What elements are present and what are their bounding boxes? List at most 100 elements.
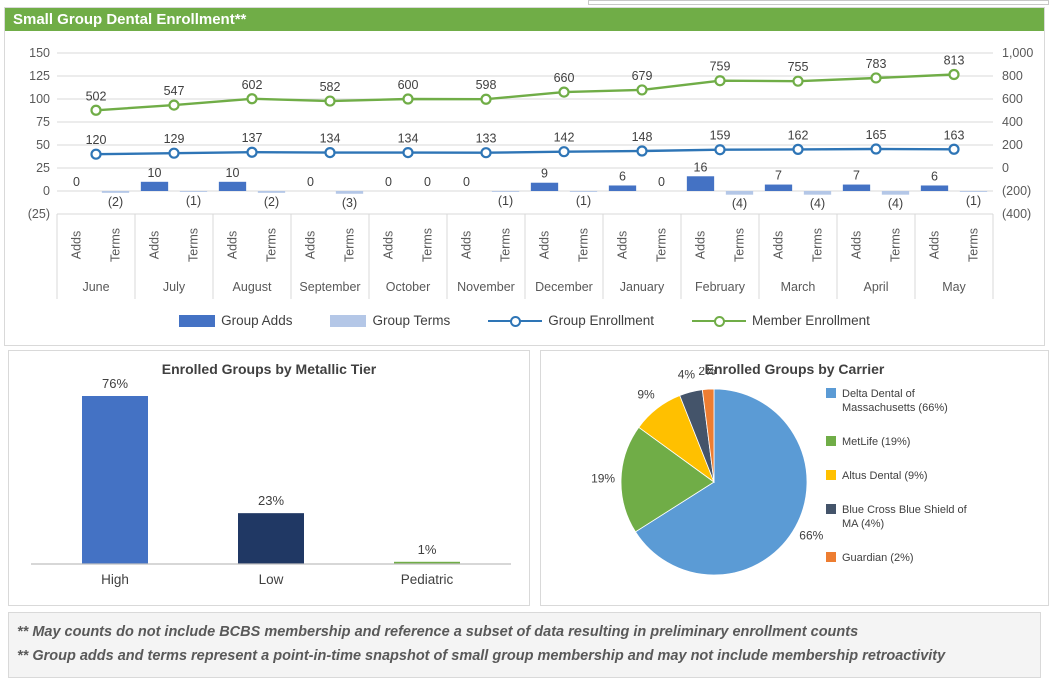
svg-text:50: 50: [36, 138, 50, 152]
svg-text:23%: 23%: [258, 493, 284, 508]
svg-text:December: December: [535, 280, 593, 294]
combo-chart-legend: Group Adds Group Terms Group Enrollment Mem…: [5, 313, 1044, 328]
legend-label: Member Enrollment: [752, 313, 870, 328]
svg-text:Adds: Adds: [772, 231, 786, 260]
carrier-legend-label: Altus Dental (9%): [842, 470, 928, 482]
marker-member-enrollment: [246, 93, 258, 105]
svg-text:Adds: Adds: [382, 231, 396, 260]
group-adds-bar: [530, 182, 559, 191]
carrier-panel: Enrolled Groups by Carrier 66% 19% 9% 4% 2% …: [540, 350, 1049, 606]
metallic-tier-bar-chart: 76% High 23% Low 1% Pediatric: [31, 376, 511, 587]
marker-group-enrollment: [948, 143, 960, 155]
carrier-legend-swatch: [826, 388, 836, 398]
svg-text:759: 759: [710, 60, 731, 74]
svg-text:0: 0: [385, 175, 392, 189]
svg-text:Terms: Terms: [811, 228, 825, 262]
group-terms-bar: [257, 191, 286, 193]
marker-group-enrollment: [558, 146, 570, 158]
marker-member-enrollment: [558, 86, 570, 98]
svg-text:July: July: [163, 280, 186, 294]
carrier-legend-item-altus-dental: Altus Dental (9%): [826, 469, 1032, 483]
svg-text:(1): (1): [966, 194, 981, 208]
svg-text:125: 125: [29, 69, 50, 83]
svg-text:142: 142: [554, 131, 575, 145]
svg-text:(1): (1): [576, 194, 591, 208]
carrier-legend-label: Delta Dental of Massachusetts (66%): [842, 388, 948, 414]
carrier-legend-item-metlife: MetLife (19%): [826, 435, 1032, 449]
group-terms-bar: [881, 191, 910, 195]
carrier-legend-swatch: [826, 504, 836, 514]
marker-group-enrollment: [636, 145, 648, 157]
svg-text:Low: Low: [259, 572, 284, 587]
svg-text:679: 679: [632, 69, 653, 83]
svg-text:602: 602: [242, 78, 263, 92]
svg-text:547: 547: [164, 84, 185, 98]
svg-text:582: 582: [320, 80, 341, 94]
group-adds-bar: [764, 184, 793, 191]
svg-text:Terms: Terms: [343, 228, 357, 262]
svg-text:148: 148: [632, 130, 653, 144]
svg-text:Adds: Adds: [460, 231, 474, 260]
svg-text:Terms: Terms: [109, 228, 123, 262]
svg-text:(3): (3): [342, 196, 357, 210]
legend-label: Group Enrollment: [548, 313, 655, 328]
enrollment-dashboard-panel: Small Group Dental Enrollment** 150 1,000…: [4, 7, 1045, 346]
tier-bar-pediatric: [394, 561, 460, 564]
svg-text:134: 134: [398, 132, 419, 146]
svg-text:Adds: Adds: [928, 231, 942, 260]
svg-text:9%: 9%: [637, 387, 655, 401]
svg-text:598: 598: [476, 78, 497, 92]
svg-text:January: January: [620, 280, 665, 294]
svg-text:Terms: Terms: [655, 228, 669, 262]
svg-text:813: 813: [944, 54, 965, 68]
svg-text:2%: 2%: [698, 367, 716, 378]
svg-text:783: 783: [866, 57, 887, 71]
svg-text:(2): (2): [264, 195, 279, 209]
marker-group-enrollment: [480, 147, 492, 159]
svg-text:134: 134: [320, 132, 341, 146]
legend-line-swatch: [692, 315, 747, 327]
svg-text:Terms: Terms: [187, 228, 201, 262]
marker-group-enrollment: [168, 147, 180, 159]
svg-text:10: 10: [226, 166, 240, 180]
group-terms-bar: [491, 191, 520, 192]
svg-text:7: 7: [775, 169, 782, 183]
legend-item-group-enrollment: Group Enrollment: [488, 313, 654, 328]
carrier-legend: Delta Dental of Massachusetts (66%) MetLi…: [826, 387, 1032, 565]
metallic-tier-chart-title: Enrolled Groups by Metallic Tier: [161, 361, 377, 377]
svg-text:February: February: [695, 280, 746, 294]
footnote-adds-terms: ** Group adds and terms represent a poin…: [17, 648, 946, 664]
line-member-enrollment: [95, 73, 955, 112]
svg-text:Terms: Terms: [265, 228, 279, 262]
carrier-legend-label: MetLife (19%): [842, 436, 911, 448]
marker-member-enrollment: [324, 95, 336, 107]
group-terms-bar: [803, 191, 832, 195]
marker-group-enrollment: [90, 148, 102, 160]
svg-text:Adds: Adds: [538, 231, 552, 260]
line-group-enrollment: [95, 147, 955, 156]
svg-text:76%: 76%: [102, 376, 128, 391]
svg-text:Terms: Terms: [499, 228, 513, 262]
pie-slice-metlife: [620, 426, 715, 533]
svg-text:129: 129: [164, 132, 185, 146]
pie-slice-guardian: [701, 388, 715, 483]
tier-bar-high: [82, 396, 148, 564]
marker-group-enrollment: [402, 146, 414, 159]
svg-text:9: 9: [541, 167, 548, 181]
carrier-legend-swatch: [826, 470, 836, 480]
svg-text:660: 660: [554, 71, 575, 85]
svg-text:November: November: [457, 280, 515, 294]
footnotes-panel: ** May counts do not include BCBS member…: [8, 612, 1041, 678]
carrier-legend-swatch: [826, 436, 836, 446]
group-terms-bar: [959, 191, 988, 192]
svg-text:June: June: [82, 280, 109, 294]
svg-text:August: August: [233, 280, 272, 294]
svg-text:October: October: [386, 280, 430, 294]
svg-text:16: 16: [694, 160, 708, 174]
group-adds-bar: [920, 185, 949, 191]
legend-item-member-enrollment: Member Enrollment: [692, 313, 870, 328]
svg-text:May: May: [942, 280, 966, 294]
svg-text:Adds: Adds: [850, 231, 864, 260]
svg-text:200: 200: [1002, 138, 1023, 152]
